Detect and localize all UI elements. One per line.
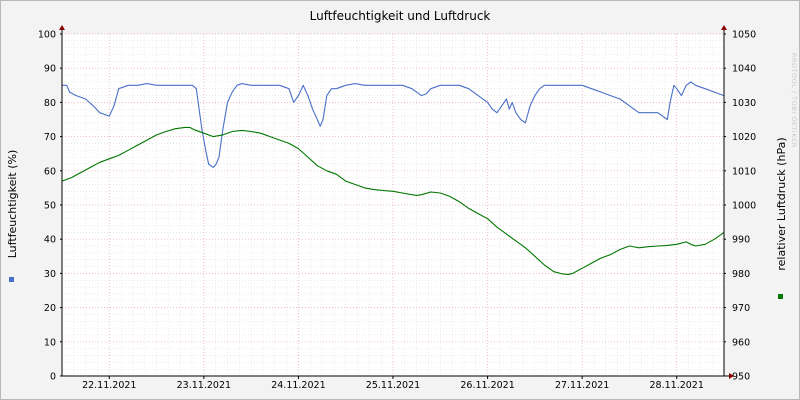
y-tick-label-left: 90 [44,64,56,75]
y-tick-label-right: 950 [732,372,750,383]
y-tick-label-left: 70 [44,132,56,143]
y-tick-label-left: 60 [44,166,56,177]
y-axis-left-label: Luftfeuchtigkeit (%) [6,150,19,259]
pressure-series-line [61,126,725,275]
x-tick-label: 25.11.2021 [366,380,420,391]
chart-grid [62,33,724,376]
y-tick-label-left: 20 [44,303,56,314]
y-axis-right-label: relativer Luftdruck (hPa) [775,137,788,270]
y-tick-label-right: 970 [732,303,750,314]
x-tick-label: 23.11.2021 [177,380,231,391]
y-tick-label-right: 1020 [732,132,756,143]
y-tick-label-left: 80 [44,98,56,109]
y-tick-label-right: 960 [732,337,750,348]
y-tick-label-right: 1050 [732,30,756,41]
x-axis-arrow [729,373,734,379]
y-tick-label-left: 30 [44,269,56,280]
y-tick-label-right: 1010 [732,166,756,177]
humidity-series-line [62,81,725,168]
y-tick-label-left: 50 [44,201,56,212]
x-tick-label: 27.11.2021 [555,380,609,391]
y-tick-label-left: 100 [38,30,56,41]
y-axis-right-arrow [721,25,727,30]
y-tick-label-left: 0 [50,372,56,383]
x-tick-label: 22.11.2021 [82,380,136,391]
chart-legend [9,277,783,299]
y-tick-label-right: 1000 [732,201,756,212]
pressure-legend-swatch [778,294,783,299]
chart-axes [59,25,734,379]
x-tick-label: 28.11.2021 [650,380,704,391]
y-tick-label-right: 990 [732,235,750,246]
x-tick-label: 26.11.2021 [460,380,514,391]
watermark: RRDTOOL / TOBI OETIKER [790,53,798,148]
y-tick-label-right: 1040 [732,64,756,75]
y-tick-label-right: 980 [732,269,750,280]
y-tick-label-right: 1030 [732,98,756,109]
y-tick-label-left: 10 [44,337,56,348]
chart-series [61,81,725,275]
y-tick-label-left: 40 [44,235,56,246]
chart-title: Luftfeuchtigkeit und Luftdruck [310,9,491,23]
humidity-legend-swatch [9,277,14,282]
chart-tick-labels: 0102030405060708090100950960970980990100… [38,30,756,392]
x-tick-label: 24.11.2021 [271,380,325,391]
y-axis-left-arrow [59,25,65,30]
